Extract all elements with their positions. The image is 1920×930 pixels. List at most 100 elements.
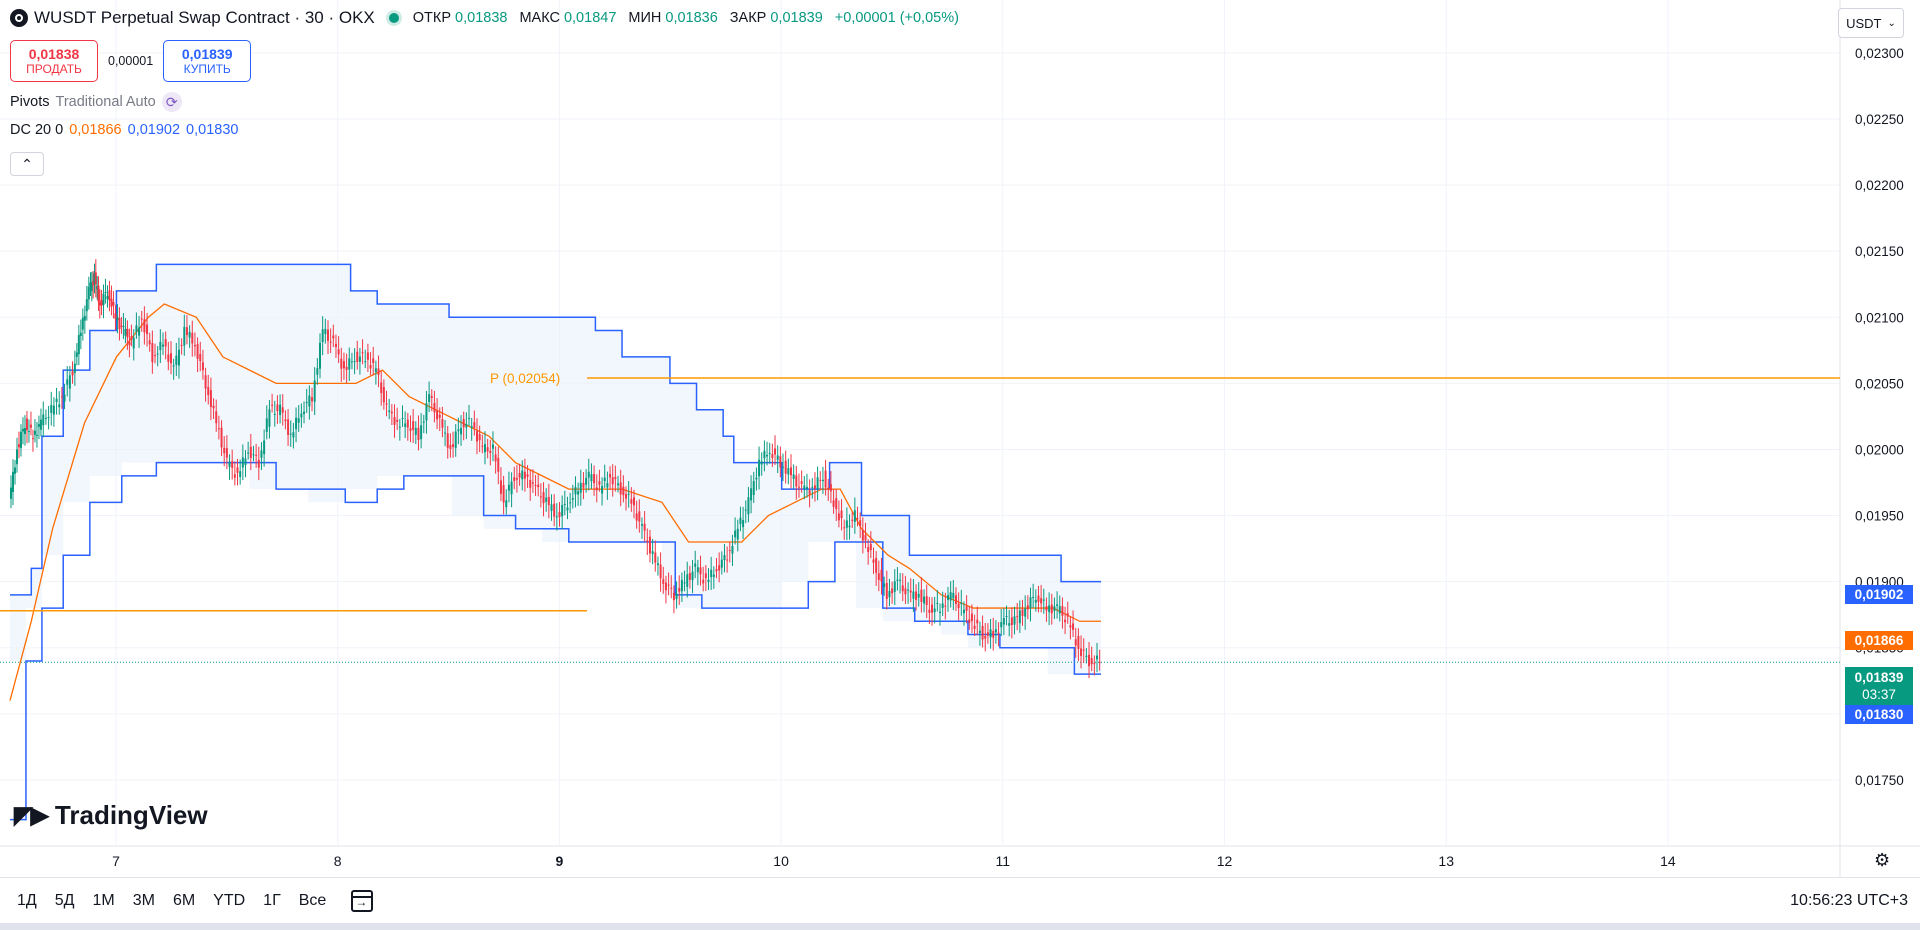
candle-body <box>962 609 965 614</box>
candle-body <box>316 368 319 375</box>
candle-body <box>1074 639 1077 646</box>
candle-body <box>593 474 596 484</box>
candle-body <box>635 513 638 521</box>
candle-body <box>521 470 524 480</box>
candle-body <box>627 493 630 495</box>
candle-body <box>970 613 973 622</box>
candle-body <box>438 414 441 418</box>
candle-body <box>505 500 508 508</box>
candle-body <box>782 466 785 468</box>
candle-body <box>1010 617 1013 626</box>
candle-body <box>358 356 361 362</box>
currency-select[interactable]: USDT ⌄ <box>1838 8 1904 38</box>
tradingview-watermark[interactable]: ◤▶ TradingView <box>14 800 208 831</box>
time-tick-label: 13 <box>1438 853 1454 869</box>
candle-body <box>523 471 526 479</box>
candle-body <box>923 596 926 604</box>
candle-body <box>287 419 290 435</box>
candle-body <box>138 327 141 336</box>
candle-body <box>329 341 332 343</box>
candle-body <box>159 341 162 351</box>
spread-value: 0,00001 <box>108 54 154 68</box>
candle-body <box>98 302 101 306</box>
candle-body <box>1034 600 1037 603</box>
dc-upper-value: 0,01902 <box>127 122 181 138</box>
candle-body <box>758 459 761 477</box>
candle-body <box>300 413 303 418</box>
candle-body <box>412 421 415 430</box>
candle-body <box>861 530 864 541</box>
ohlc-open-label: ОТКР <box>412 10 452 26</box>
candle-body <box>747 497 750 515</box>
candle-body <box>1048 605 1051 613</box>
candle-body <box>452 444 455 447</box>
candle-body <box>1042 599 1045 601</box>
candle-body <box>292 432 295 438</box>
candle-body <box>409 428 412 431</box>
candle-body <box>393 416 396 425</box>
time-axis[interactable]: 7 8 9 10 11 12 13 14 <box>112 853 1676 869</box>
price-tick-label: 0,02050 <box>1855 376 1904 391</box>
pivots-name: Pivots <box>10 94 50 110</box>
candle-body <box>143 319 146 333</box>
candle-body <box>491 444 494 449</box>
candle-body <box>811 486 814 488</box>
calendar-goto-icon[interactable] <box>351 890 374 912</box>
timeframe-1d[interactable]: 1Д <box>17 892 37 909</box>
price-tick-label: 0,01750 <box>1855 773 1904 788</box>
candle-body <box>843 527 846 529</box>
clock[interactable]: 10:56:23 UTC+3 <box>1790 892 1908 909</box>
candle-body <box>1096 655 1099 660</box>
candle-body <box>877 573 880 580</box>
candle-body <box>332 335 335 339</box>
candle-body <box>771 454 774 458</box>
candle-body <box>50 404 53 413</box>
timeframe-all[interactable]: Все <box>298 892 327 909</box>
candle-body <box>1021 609 1024 616</box>
gear-icon[interactable]: ⚙ <box>1874 850 1891 870</box>
dc-basis-value: 0,01866 <box>69 122 122 138</box>
candle-body <box>744 509 747 511</box>
timeframe-1y[interactable]: 1Г <box>263 892 281 909</box>
candle-body <box>39 419 42 430</box>
price-chart[interactable]: P (0,02054) 0,017500,018000,018500,01900… <box>0 0 1920 877</box>
candle-body <box>939 611 942 613</box>
price-tick-label: 0,02100 <box>1855 310 1904 325</box>
candle-body <box>151 343 154 363</box>
sell-button[interactable]: 0,01838 ПРОДАТЬ <box>10 40 98 82</box>
candle-body <box>478 433 481 441</box>
candle-body <box>925 596 928 605</box>
candle-body <box>550 504 553 511</box>
timeframe-6m[interactable]: 6М <box>172 892 196 909</box>
buy-button[interactable]: 0,01839 КУПИТЬ <box>163 40 252 82</box>
dc-indicator-legend[interactable]: DC 20 0 0,01866 0,01902 0,01830 <box>10 122 238 138</box>
symbol-title[interactable]: WUSDT Perpetual Swap Contract · 30 · OKX <box>34 8 375 27</box>
candle-body <box>468 417 471 419</box>
candle-body <box>957 603 960 609</box>
price-tick-label: 0,02000 <box>1855 442 1904 457</box>
timeframe-ytd[interactable]: YTD <box>213 892 246 909</box>
candle-body <box>776 455 779 460</box>
candle-body <box>563 503 566 505</box>
timeframe-5d[interactable]: 5Д <box>54 892 75 909</box>
timeframe-3m[interactable]: 3М <box>132 892 155 909</box>
candle-body <box>465 423 468 428</box>
candle-body <box>388 410 391 412</box>
collapse-legend-button[interactable]: ⌃ <box>10 152 44 176</box>
candle-body <box>356 351 359 362</box>
candle-body <box>531 482 534 484</box>
candle-body <box>284 419 287 422</box>
candle-body <box>1026 605 1029 610</box>
pivots-indicator-legend[interactable]: Pivots Traditional Auto ⟳ <box>10 92 182 112</box>
timeframe-1m[interactable]: 1М <box>92 892 115 909</box>
candle-body <box>553 503 556 517</box>
candle-body <box>79 332 82 337</box>
candle-body <box>476 431 479 442</box>
ohlc-open-value: 0,01838 <box>455 10 508 26</box>
last-price-value: 0,01839 <box>1854 670 1904 685</box>
refresh-icon[interactable]: ⟳ <box>161 92 182 112</box>
candle-body <box>398 426 401 428</box>
ohlc-values: ОТКР 0,01838 МАКС 0,01847 МИН 0,01836 ЗАКР 0… <box>413 10 967 26</box>
candle-body <box>768 452 771 454</box>
candle-body <box>350 361 353 363</box>
